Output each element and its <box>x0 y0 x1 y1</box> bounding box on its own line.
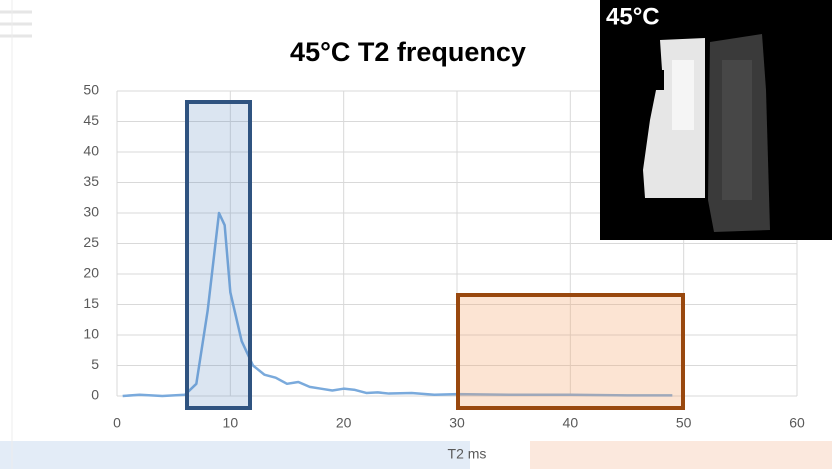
y-tick-label: 0 <box>91 387 99 403</box>
highlight-box <box>185 100 252 410</box>
inset-label: 45°C <box>606 3 660 30</box>
x-tick-label: 50 <box>676 415 692 431</box>
inset-image: 45°C <box>600 0 832 240</box>
y-tick-label: 45 <box>83 112 99 128</box>
highlight-box <box>456 293 685 410</box>
x-axis-label: T2 ms <box>448 446 487 462</box>
x-tick-label: 60 <box>789 415 805 431</box>
chart-title: 45°C T2 frequency <box>290 37 526 67</box>
y-tick-label: 10 <box>83 326 99 342</box>
y-tick-label: 50 <box>83 82 99 98</box>
x-tick-label: 40 <box>563 415 579 431</box>
x-tick-label: 0 <box>113 415 121 431</box>
x-tick-label: 20 <box>336 415 352 431</box>
x-tick-label: 10 <box>223 415 239 431</box>
bottom-band <box>0 441 470 469</box>
x-tick-label: 30 <box>449 415 465 431</box>
y-tick-label: 35 <box>83 173 99 189</box>
y-tick-label: 40 <box>83 143 99 159</box>
y-tick-label: 30 <box>83 204 99 220</box>
y-tick-label: 25 <box>83 234 99 250</box>
y-tick-label: 15 <box>83 295 99 311</box>
bottom-band <box>530 441 832 469</box>
left-decoration <box>0 0 32 469</box>
y-tick-label: 5 <box>91 356 99 372</box>
data-line <box>122 211 673 398</box>
y-tick-label: 20 <box>83 265 99 281</box>
